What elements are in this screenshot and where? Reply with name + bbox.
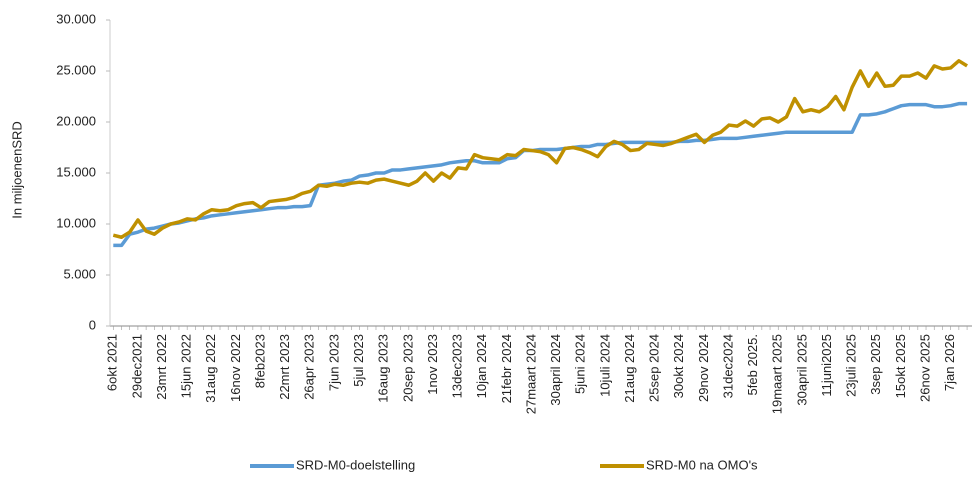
x-tick-label: 30april 2024: [548, 334, 563, 406]
y-tick-label: 25.000: [56, 62, 96, 77]
x-tick-label: 15jun 2022: [179, 334, 194, 398]
x-tick-label: 31aug 2022: [203, 334, 218, 403]
legend-label: SRD-M0 na OMO's: [646, 457, 758, 472]
x-tick-label: 8feb2023: [252, 334, 267, 388]
x-tick-label: 7jun 2023: [326, 334, 341, 391]
x-tick-label: 30okt 2024: [671, 334, 686, 398]
x-tick-label: 15okt 2025: [893, 334, 908, 398]
x-tick-label: 23juli 2025: [844, 334, 859, 397]
x-tick-label: 1nov 2023: [425, 334, 440, 395]
x-tick-label: 16aug 2023: [376, 334, 391, 403]
x-tick-label: 30april 2025: [794, 334, 809, 406]
x-tick-label: 5feb 2025.: [745, 334, 760, 395]
x-tick-label: 29nov 2024: [696, 334, 711, 402]
x-tick-label: 22mrt 2023: [277, 334, 292, 400]
y-axis-label: In miljoenenSRD: [9, 121, 24, 219]
x-tick-label: 13dec2023: [450, 334, 465, 398]
legend-label: SRD-M0-doelstelling: [296, 457, 415, 472]
x-tick-label: 26nov 2025: [917, 334, 932, 402]
y-tick-label: 15.000: [56, 164, 96, 179]
x-tick-label: 7jan 2026: [942, 334, 957, 391]
x-tick-label: 10jan 2024: [474, 334, 489, 398]
y-tick-label: 30.000: [56, 11, 96, 26]
x-tick-label: 5jul 2023: [351, 334, 366, 387]
data-line: [113, 101, 968, 248]
x-tick-label: 29dec2021: [129, 334, 144, 398]
y-tick-label: 5.000: [63, 266, 96, 281]
y-tick-label: 20.000: [56, 113, 96, 128]
x-tick-label: 5juni 2024: [573, 334, 588, 394]
x-tick-label: 3sep 2025: [868, 334, 883, 395]
x-tick-label: 21febr 2024: [499, 334, 514, 403]
y-tick-label: 10.000: [56, 215, 96, 230]
x-tick-label: 20sep 2023: [400, 334, 415, 402]
data-line: [112, 59, 968, 240]
x-tick-label: 23mrt 2022: [154, 334, 169, 400]
x-tick-label: 27maart 2024: [523, 334, 538, 414]
x-tick-label: 31dec2024: [720, 334, 735, 398]
x-tick-label: 21aug 2024: [622, 334, 637, 403]
x-tick-label: 6okt 2021: [105, 334, 120, 391]
x-tick-label: 16nov 2022: [228, 334, 243, 402]
x-tick-label: 19maart 2025: [770, 334, 785, 414]
x-tick-label: 26apr 2023: [302, 334, 317, 400]
x-tick-label: 10juli 2024: [597, 334, 612, 397]
y-tick-label: 0: [89, 317, 96, 332]
x-tick-label: 25sep 2024: [647, 334, 662, 402]
x-tick-label: 11juni2025: [819, 334, 834, 397]
